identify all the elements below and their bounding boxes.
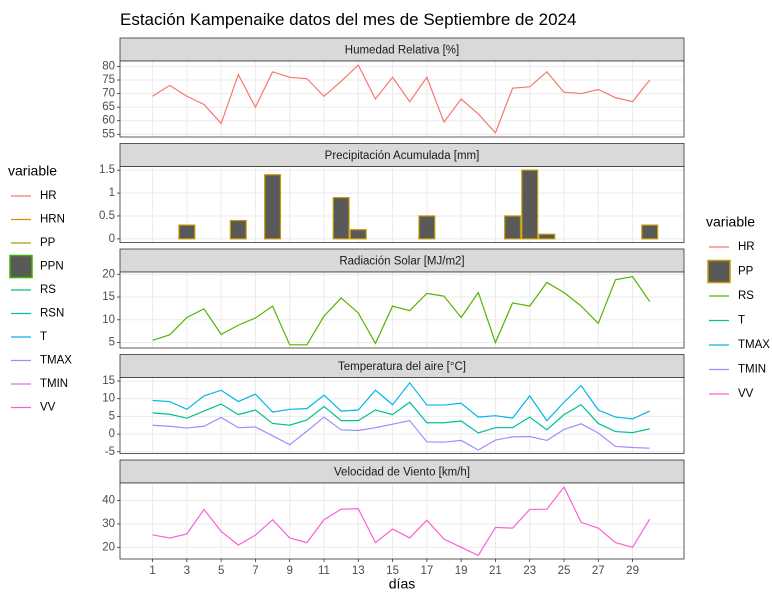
y-tick-label: 20	[102, 268, 115, 280]
data-line	[152, 416, 650, 451]
y-tick-label: 10	[102, 314, 115, 326]
x-tick-label: 29	[626, 565, 639, 577]
y-tick-label: 15	[102, 375, 115, 387]
legend-label: TMAX	[738, 339, 770, 351]
chart-title: Estación Kampenaike datos del mes de Sep…	[120, 10, 576, 29]
panel-title: Temperatura del aire [°C]	[338, 361, 466, 373]
y-tick-label: 0	[109, 428, 115, 440]
x-tick-label: 23	[523, 565, 536, 577]
y-tick-label: 55	[102, 128, 115, 140]
legend-label: RS	[738, 290, 754, 302]
x-tick-label: 21	[489, 565, 502, 577]
legend-label: TMIN	[40, 378, 68, 390]
bar	[641, 224, 659, 240]
x-tick-label: 15	[386, 565, 399, 577]
bar	[349, 229, 367, 240]
legend-label: TMAX	[40, 355, 72, 367]
panel-title: Velocidad de Viento [km/h]	[334, 467, 470, 479]
y-tick-label: 75	[102, 74, 115, 86]
x-tick-label: 13	[352, 565, 365, 577]
legend-label: VV	[40, 402, 56, 414]
x-axis-label: días	[389, 576, 415, 592]
y-tick-label: 5	[109, 337, 115, 349]
data-line	[152, 381, 650, 422]
data-line	[152, 401, 650, 434]
x-tick-label: 11	[318, 565, 330, 577]
panel-border	[119, 166, 685, 243]
y-tick-label: 0.5	[99, 210, 115, 222]
panel-title: Radiación Solar [MJ/m2]	[339, 256, 464, 268]
x-tick-label: 17	[420, 565, 433, 577]
bar	[264, 174, 282, 240]
legend-label: RSN	[40, 308, 64, 320]
y-tick-label: 40	[102, 495, 115, 507]
legend-key	[707, 259, 731, 284]
data-line	[152, 275, 651, 346]
x-tick-label: 19	[455, 565, 468, 577]
panel-background	[120, 377, 684, 454]
legend-label: PP	[738, 266, 754, 278]
legend-title: variable	[706, 214, 755, 230]
panel-border	[119, 377, 685, 454]
y-tick-label: 80	[102, 60, 115, 72]
x-tick-label: 7	[252, 565, 258, 577]
bar	[521, 169, 539, 240]
panel-title: Humedad Relativa [%]	[345, 45, 459, 57]
legend-label: HR	[738, 241, 755, 253]
legend-title: variable	[8, 163, 57, 179]
y-tick-label: 65	[102, 101, 115, 113]
bar	[229, 219, 247, 240]
y-tick-label: 1.5	[99, 164, 115, 176]
legend-label: PP	[40, 237, 56, 249]
y-tick-label: 1	[109, 187, 115, 199]
y-tick-label: -5	[105, 446, 115, 458]
panel-background	[120, 61, 684, 137]
data-line	[152, 485, 651, 557]
y-tick-label: 70	[102, 88, 115, 100]
panel-border	[119, 271, 685, 349]
panel-background	[120, 483, 684, 559]
data-line	[152, 64, 651, 135]
y-tick-label: 30	[102, 518, 115, 530]
x-tick-label: 5	[218, 565, 224, 577]
legend-label: VV	[738, 388, 754, 400]
panel-background	[120, 272, 684, 348]
bar	[178, 224, 196, 240]
bar	[504, 215, 522, 240]
y-tick-label: 0	[109, 233, 115, 245]
bar	[332, 197, 350, 240]
x-tick-label: 27	[592, 565, 605, 577]
legend-label: RS	[40, 284, 56, 296]
legend-label: HRN	[40, 214, 65, 226]
panel-border	[119, 482, 685, 560]
x-tick-label: 9	[287, 565, 293, 577]
legend-label: T	[40, 331, 47, 343]
legend-key	[9, 254, 33, 279]
legend-label: HR	[40, 190, 57, 202]
panel-title: Precipitación Acumulada [mm]	[325, 150, 480, 162]
x-tick-label: 1	[149, 565, 155, 577]
legend-label: TMIN	[738, 364, 766, 376]
bar	[538, 233, 556, 240]
legend-label: T	[738, 315, 745, 327]
x-tick-label: 3	[184, 565, 190, 577]
x-tick-label: 25	[558, 565, 571, 577]
panel-border	[119, 60, 685, 138]
legend-label: PPN	[40, 261, 64, 273]
y-tick-label: 60	[102, 115, 115, 127]
y-tick-label: 15	[102, 291, 115, 303]
y-tick-label: 20	[102, 541, 115, 553]
bar	[418, 215, 436, 240]
y-tick-label: 5	[109, 410, 115, 422]
y-tick-label: 10	[102, 393, 115, 405]
panel-background	[120, 166, 684, 243]
